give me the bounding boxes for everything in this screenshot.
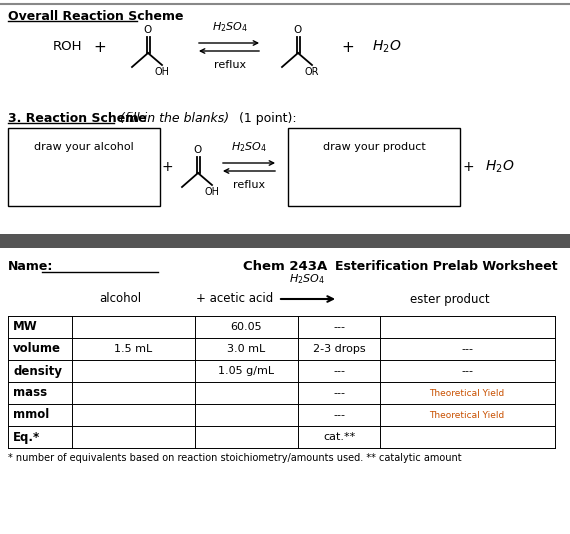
Text: ---: --- bbox=[333, 322, 345, 332]
Text: 1.5 mL: 1.5 mL bbox=[114, 344, 152, 354]
Text: alcohol: alcohol bbox=[99, 293, 141, 305]
Text: $H_2SO_4$: $H_2SO_4$ bbox=[212, 20, 248, 34]
Text: $H_2O$: $H_2O$ bbox=[372, 39, 402, 55]
Text: volume: volume bbox=[13, 342, 61, 356]
Text: O: O bbox=[194, 145, 202, 155]
Text: Chem 243A: Chem 243A bbox=[243, 260, 327, 273]
Text: Overall Reaction Scheme: Overall Reaction Scheme bbox=[8, 10, 184, 23]
Bar bbox=[288, 128, 460, 206]
Text: +: + bbox=[93, 40, 107, 54]
Text: ---: --- bbox=[333, 366, 345, 376]
Text: Eq.*: Eq.* bbox=[13, 430, 40, 444]
Text: draw your product: draw your product bbox=[323, 143, 425, 153]
Text: OH: OH bbox=[205, 187, 219, 197]
Text: Theoretical Yield: Theoretical Yield bbox=[429, 411, 504, 420]
Text: 60.05: 60.05 bbox=[230, 322, 262, 332]
Text: OH: OH bbox=[154, 67, 169, 77]
Text: 3. Reaction Scheme: 3. Reaction Scheme bbox=[8, 112, 146, 125]
Text: ---: --- bbox=[333, 388, 345, 398]
Bar bbox=[8, 128, 160, 206]
Text: + acetic acid: + acetic acid bbox=[197, 293, 274, 305]
Text: $H_2SO_4$: $H_2SO_4$ bbox=[231, 140, 267, 154]
Text: $H_2SO_4$: $H_2SO_4$ bbox=[289, 272, 325, 286]
Text: Esterification Prelab Worksheet: Esterification Prelab Worksheet bbox=[335, 260, 558, 273]
Text: ester product: ester product bbox=[410, 293, 490, 305]
Text: density: density bbox=[13, 365, 62, 378]
Text: mmol: mmol bbox=[13, 409, 49, 421]
Text: Theoretical Yield: Theoretical Yield bbox=[429, 389, 504, 397]
Text: reflux: reflux bbox=[233, 180, 265, 190]
Text: ---: --- bbox=[461, 366, 473, 376]
Text: +: + bbox=[161, 160, 173, 174]
Text: reflux: reflux bbox=[214, 60, 246, 70]
Text: OR: OR bbox=[305, 67, 319, 77]
Text: $H_2O$: $H_2O$ bbox=[485, 159, 515, 175]
Text: +: + bbox=[462, 160, 474, 174]
Text: 2-3 drops: 2-3 drops bbox=[313, 344, 365, 354]
Text: 3.0 mL: 3.0 mL bbox=[227, 344, 265, 354]
Text: ---: --- bbox=[333, 410, 345, 420]
Text: 1.05 g/mL: 1.05 g/mL bbox=[218, 366, 274, 376]
Text: ---: --- bbox=[461, 344, 473, 354]
Text: (fill in the blanks): (fill in the blanks) bbox=[116, 112, 229, 125]
Text: Name:: Name: bbox=[8, 260, 54, 273]
Text: O: O bbox=[144, 25, 152, 35]
Text: draw your alcohol: draw your alcohol bbox=[34, 143, 134, 153]
Text: (1 point):: (1 point): bbox=[235, 112, 296, 125]
Bar bbox=[0, 234, 570, 248]
Text: ROH: ROH bbox=[53, 41, 83, 53]
Text: cat.**: cat.** bbox=[323, 432, 355, 442]
Text: MW: MW bbox=[13, 320, 38, 334]
Text: mass: mass bbox=[13, 387, 47, 399]
Text: +: + bbox=[341, 40, 355, 54]
Text: * number of equivalents based on reaction stoichiometry/amounts used. ** catalyt: * number of equivalents based on reactio… bbox=[8, 453, 462, 463]
Text: O: O bbox=[294, 25, 302, 35]
